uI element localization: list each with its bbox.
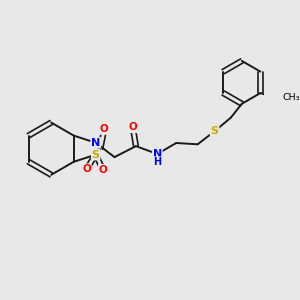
Text: H: H bbox=[153, 157, 161, 167]
Text: N: N bbox=[91, 138, 100, 148]
Text: O: O bbox=[99, 165, 107, 175]
Text: O: O bbox=[100, 124, 109, 134]
Text: O: O bbox=[128, 122, 137, 132]
Text: S: S bbox=[92, 150, 100, 160]
Text: S: S bbox=[211, 126, 219, 136]
Text: O: O bbox=[82, 164, 91, 174]
Text: CH₃: CH₃ bbox=[283, 93, 300, 102]
Text: N: N bbox=[153, 149, 162, 159]
